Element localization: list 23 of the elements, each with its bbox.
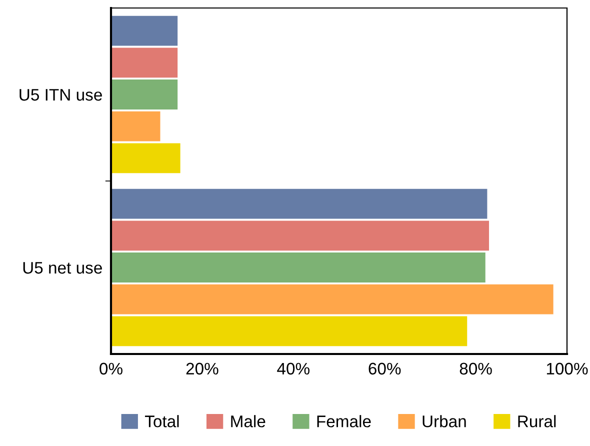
- legend-label: Urban: [422, 415, 466, 428]
- legend-label: Male: [231, 415, 266, 428]
- bar: [111, 80, 178, 110]
- legend-label: Total: [144, 415, 179, 428]
- legend-label: Female: [317, 415, 371, 428]
- bar: [111, 16, 178, 46]
- x-tick-label: 60%: [368, 362, 401, 375]
- bar: [111, 48, 178, 78]
- bar: [111, 143, 180, 174]
- bar: [111, 220, 490, 251]
- bar: [111, 188, 488, 219]
- y-tick-label: U5 ITN use: [20, 89, 102, 101]
- bar: [111, 111, 160, 142]
- bar: [111, 252, 486, 282]
- x-tick-label: 100%: [546, 362, 588, 375]
- bar: [111, 316, 468, 346]
- x-tick-label: 0%: [100, 362, 122, 375]
- bar: [111, 284, 554, 314]
- x-tick-label: 20%: [186, 362, 218, 375]
- y-tick-label: U5 net use: [23, 262, 102, 274]
- x-tick-label: 80%: [460, 362, 492, 375]
- x-tick-label: 40%: [277, 362, 310, 375]
- legend-label: Rural: [518, 415, 556, 428]
